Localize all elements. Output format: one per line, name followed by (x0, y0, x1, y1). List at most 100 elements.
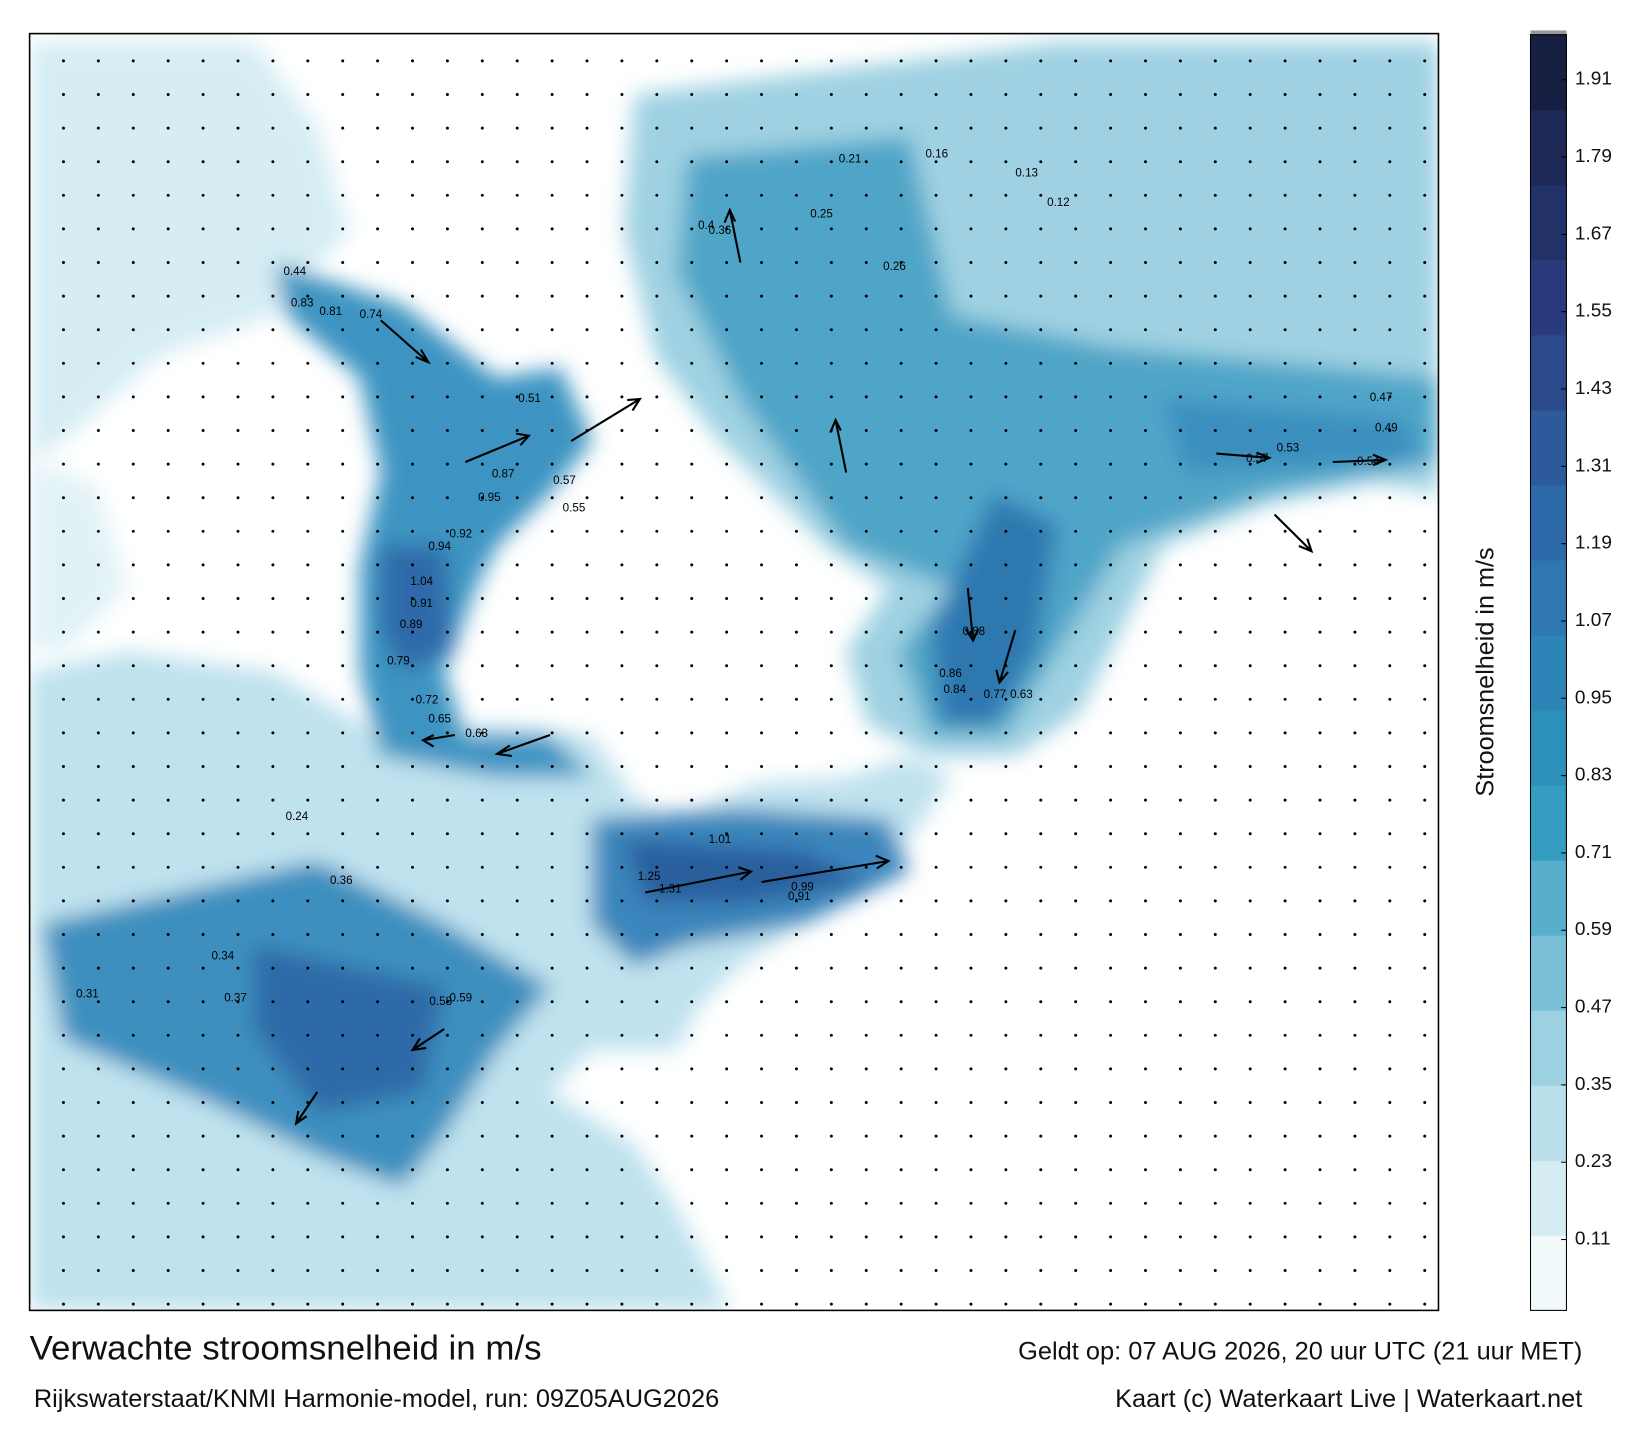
grid-dot (585, 1000, 589, 1004)
grid-dot (1388, 865, 1392, 869)
grid-dot (376, 664, 380, 668)
grid-dot (550, 899, 554, 903)
grid-dot (794, 597, 798, 600)
grid-dot (1178, 1033, 1182, 1037)
grid-dot (1039, 429, 1043, 432)
grid-dot (620, 294, 624, 298)
grid-dot (760, 1201, 764, 1205)
grid-dot (515, 933, 519, 936)
grid-dot (1283, 832, 1287, 836)
grid-dot (725, 160, 729, 164)
grid-dot (96, 1000, 100, 1004)
grid-dot (794, 59, 798, 63)
grid-dot (1039, 1302, 1043, 1306)
grid-dot (61, 664, 65, 668)
grid-dot (376, 429, 380, 432)
grid-dot (829, 865, 833, 869)
grid-dot (271, 462, 275, 466)
grid-dot (515, 1269, 519, 1272)
grid-dot (411, 966, 414, 970)
grid-dot (131, 227, 135, 231)
grid-dot (96, 563, 100, 567)
grid-dot (1074, 731, 1078, 735)
colorbar-band (1530, 785, 1567, 861)
grid-dot (1178, 328, 1182, 332)
grid-dot (864, 597, 868, 600)
grid-dot (341, 227, 345, 231)
grid-dot (236, 462, 240, 466)
grid-dot (341, 462, 345, 466)
grid-dot (376, 966, 380, 970)
grid-dot (864, 1168, 868, 1172)
grid-dot (1283, 765, 1287, 768)
grid-dot (1144, 966, 1147, 970)
grid-dot (899, 1302, 903, 1306)
grid-dot (1178, 832, 1182, 836)
grid-dot (1213, 1101, 1217, 1104)
grid-dot (306, 529, 310, 533)
grid-dot (1353, 361, 1357, 365)
grid-dot (1248, 899, 1252, 903)
grid-dot (96, 865, 100, 869)
value-label: 1.04 (410, 576, 433, 588)
grid-dot (1004, 563, 1008, 567)
grid-dot (61, 1235, 65, 1239)
grid-dot (1109, 1302, 1113, 1306)
grid-dot (1109, 193, 1113, 197)
value-label: 0.26 (883, 261, 906, 273)
grid-dot (1004, 899, 1008, 903)
grid-dot (829, 529, 833, 533)
grid-dot (690, 832, 694, 836)
grid-dot (1318, 697, 1322, 701)
grid-dot (1283, 1235, 1287, 1239)
grid-dot (341, 865, 345, 869)
grid-dot (1213, 395, 1217, 399)
grid-dot (1213, 1168, 1217, 1172)
grid-dot (271, 832, 275, 836)
grid-dot (341, 1235, 345, 1239)
grid-dot (1388, 227, 1392, 231)
grid-dot (1423, 731, 1427, 735)
grid-dot (515, 865, 519, 869)
grid-dot (1388, 899, 1392, 903)
grid-dot (96, 59, 100, 63)
grid-dot (829, 664, 833, 668)
grid-dot (1213, 1269, 1217, 1272)
grid-dot (864, 1000, 868, 1004)
grid-dot (341, 1201, 345, 1205)
grid-dot (376, 1101, 380, 1104)
grid-dot (1109, 899, 1113, 903)
grid-dot (236, 193, 240, 197)
grid-dot (341, 93, 345, 96)
grid-dot (376, 697, 380, 701)
grid-dot (1074, 395, 1078, 399)
grid-dot (899, 261, 903, 264)
grid-dot (899, 597, 903, 600)
grid-dot (550, 93, 554, 96)
grid-dot (1248, 697, 1252, 701)
grid-dot (166, 1067, 170, 1071)
grid-dot (166, 59, 170, 63)
grid-dot (760, 496, 764, 500)
grid-dot (96, 294, 100, 298)
grid-dot (899, 933, 903, 936)
grid-dot (620, 563, 624, 567)
grid-dot (1109, 1201, 1113, 1205)
grid-dot (166, 798, 170, 802)
grid-dot (969, 1067, 973, 1071)
grid-dot (794, 563, 798, 567)
grid-dot (1423, 361, 1427, 365)
grid-dot (445, 93, 449, 96)
grid-dot (201, 697, 205, 701)
grid-dot (1248, 193, 1252, 197)
grid-dot (376, 462, 380, 466)
grid-dot (1039, 160, 1043, 164)
grid-dot (271, 697, 275, 701)
grid-dot (411, 429, 414, 432)
grid-dot (480, 1269, 484, 1272)
grid-dot (1213, 1067, 1217, 1071)
grid-dot (271, 160, 275, 164)
grid-dot (934, 227, 938, 231)
grid-dot (61, 1269, 65, 1272)
colorbar-label: Stroomsnelheid in m/s (1471, 547, 1499, 796)
